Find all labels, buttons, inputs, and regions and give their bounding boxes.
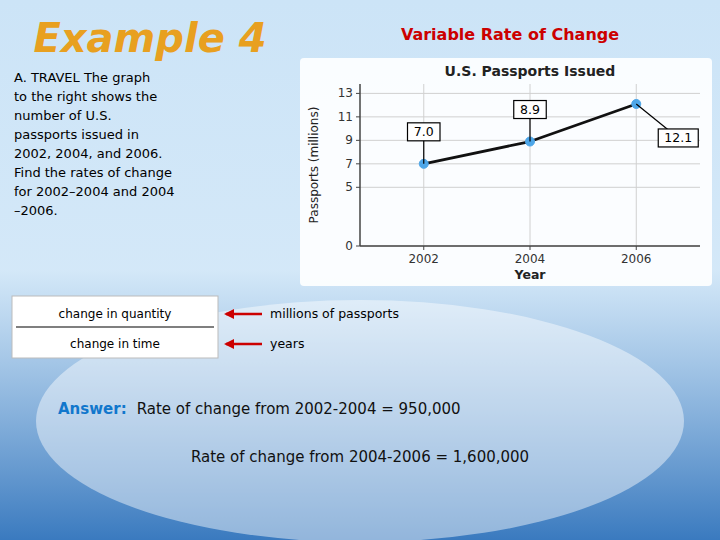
problem-text: A. TRAVEL The graph to the right shows th…	[14, 70, 174, 218]
answer-prefix: Answer:	[58, 400, 127, 418]
problem-text-line: number of U.S.	[14, 108, 112, 123]
data-label: 12.1	[664, 130, 692, 145]
answer-line: Rate of change from 2004-2006 = 1,600,00…	[191, 448, 529, 466]
problem-text-line: 2002, 2004, and 2006.	[14, 146, 163, 161]
problem-text-line: Find the rates of change	[14, 165, 172, 180]
problem-text-line: passports issued in	[14, 127, 139, 142]
answer-line: Answer: Rate of change from 2002-2004 = 9…	[58, 400, 461, 418]
problem-text-line: for 2002–2004 and 2004	[14, 184, 174, 199]
chart-panel	[300, 58, 712, 286]
y-axis-line	[359, 84, 361, 246]
tick-label: 5	[345, 180, 353, 194]
y-axis-label: Passports (millions)	[307, 107, 321, 224]
problem-text-line: to the right shows the	[14, 89, 157, 104]
fraction-line	[16, 326, 214, 327]
problem-text-line: –2006.	[14, 203, 58, 218]
data-label: 8.9	[520, 102, 540, 117]
tick-label: 2006	[621, 252, 652, 266]
fraction-box	[12, 296, 218, 358]
problem-text-line: A. TRAVEL The graph	[14, 70, 150, 85]
grid-line	[360, 246, 700, 247]
fraction-top: change in quantity	[59, 307, 172, 321]
page: Example 4 Variable Rate of Change A. TRAVE…	[0, 0, 720, 540]
plot-data	[419, 99, 641, 168]
chart-title: U.S. Passports Issued	[445, 63, 616, 79]
fraction-bottom: change in time	[70, 337, 160, 351]
answer-text: Rate of change from 2002-2004 = 950,000	[137, 400, 461, 418]
label-box	[514, 101, 547, 119]
grid	[360, 84, 700, 246]
data-labels: 7.0 8.9 12.1	[408, 101, 699, 164]
tick-label: 9	[345, 133, 353, 147]
data-label: 7.0	[414, 124, 434, 139]
arrow-label: millions of passports	[270, 306, 399, 321]
tick-label: 2002	[408, 252, 439, 266]
tick-label: 2004	[515, 252, 546, 266]
x-axis-line	[360, 245, 700, 247]
arrow-label: years	[270, 336, 304, 351]
label-box	[658, 129, 698, 147]
label-box	[408, 123, 441, 141]
pointer-arrow	[226, 343, 262, 346]
tick-label: 0	[345, 239, 353, 253]
page-title: Example 4	[33, 15, 266, 61]
tick-label: 7	[345, 157, 353, 171]
page-subtitle: Variable Rate of Change	[401, 25, 619, 44]
x-axis-label: Year	[514, 267, 547, 282]
tick-label: 11	[338, 110, 353, 124]
tick-label: 13	[338, 86, 353, 100]
pointer-arrow	[226, 313, 262, 316]
